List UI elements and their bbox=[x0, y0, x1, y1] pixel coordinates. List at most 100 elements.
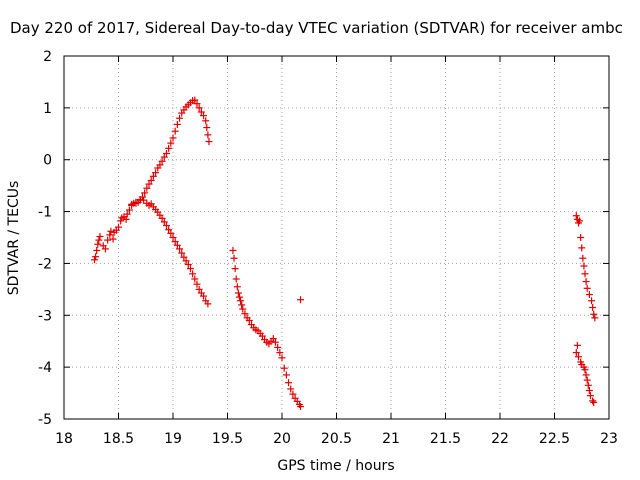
y-tick-label: -1 bbox=[38, 205, 52, 221]
data-point bbox=[106, 231, 114, 239]
data-point bbox=[173, 120, 181, 128]
y-tick-label: -4 bbox=[38, 360, 52, 376]
data-point bbox=[171, 238, 179, 246]
data-point bbox=[176, 245, 184, 253]
y-tick-label: -5 bbox=[38, 412, 52, 428]
data-point bbox=[195, 104, 203, 112]
series-isolated bbox=[297, 296, 305, 304]
data-point bbox=[276, 349, 284, 357]
data-point bbox=[241, 310, 249, 318]
data-point bbox=[573, 341, 581, 349]
data-point bbox=[104, 236, 112, 244]
x-tick-label: 21 bbox=[382, 431, 400, 447]
data-point bbox=[582, 278, 590, 286]
data-point bbox=[581, 270, 589, 278]
y-axis-title: SDTVAR / TECUs bbox=[6, 181, 22, 296]
data-point bbox=[582, 371, 590, 379]
series-arc-2-falling bbox=[128, 196, 212, 308]
data-point bbox=[94, 240, 102, 248]
data-point bbox=[576, 217, 584, 225]
x-axis-title: GPS time / hours bbox=[277, 458, 394, 474]
data-point bbox=[143, 184, 151, 192]
data-point bbox=[202, 117, 210, 125]
data-point bbox=[182, 257, 190, 265]
data-point bbox=[289, 390, 297, 398]
data-point bbox=[123, 210, 131, 218]
data-point bbox=[160, 218, 168, 226]
x-tick-label: 19.5 bbox=[212, 431, 243, 447]
data-point bbox=[574, 353, 582, 361]
data-point bbox=[165, 226, 173, 234]
data-point bbox=[107, 227, 115, 235]
data-point bbox=[285, 379, 293, 387]
data-point bbox=[204, 300, 212, 308]
data-point bbox=[128, 200, 136, 208]
y-tick-label: 1 bbox=[43, 101, 52, 117]
data-point bbox=[122, 215, 130, 223]
data-point bbox=[230, 254, 238, 262]
data-point bbox=[176, 114, 184, 122]
data-point bbox=[274, 343, 282, 351]
data-point bbox=[109, 235, 117, 243]
data-point bbox=[91, 256, 99, 264]
data-point bbox=[282, 371, 290, 379]
data-point bbox=[258, 332, 266, 340]
data-point bbox=[162, 222, 170, 230]
data-point bbox=[287, 385, 295, 393]
data-point bbox=[173, 241, 181, 249]
data-point bbox=[125, 206, 133, 214]
data-point bbox=[200, 112, 208, 120]
data-point bbox=[229, 246, 237, 254]
data-point bbox=[140, 196, 148, 204]
x-tick-label: 22 bbox=[491, 431, 509, 447]
data-point bbox=[165, 144, 173, 152]
data-point bbox=[589, 304, 597, 312]
x-tick-labels: 18 18.5 19 19.5 20 20.5 21 21.5 22 22.5 23 bbox=[55, 431, 618, 447]
data-point bbox=[280, 364, 288, 372]
data-point bbox=[586, 392, 594, 400]
y-tick-label: 2 bbox=[43, 49, 52, 65]
data-point bbox=[590, 398, 598, 406]
data-point bbox=[195, 285, 203, 293]
data-point bbox=[149, 172, 157, 180]
data-point bbox=[96, 232, 104, 240]
data-point bbox=[141, 189, 149, 197]
data-point bbox=[577, 234, 585, 241]
data-point bbox=[101, 245, 109, 253]
axis-ticks bbox=[63, 55, 610, 420]
data-point bbox=[193, 100, 201, 108]
data-point bbox=[269, 335, 277, 343]
data-point bbox=[572, 349, 580, 357]
y-tick-label: -3 bbox=[38, 308, 52, 324]
data-point bbox=[579, 254, 587, 262]
data-point bbox=[572, 212, 580, 220]
data-point bbox=[156, 161, 164, 169]
data-point bbox=[152, 169, 160, 177]
x-tick-label: 20 bbox=[273, 431, 291, 447]
grid bbox=[64, 56, 609, 419]
data-point bbox=[237, 297, 245, 305]
x-tick-label: 20.5 bbox=[321, 431, 352, 447]
x-tick-label: 19 bbox=[164, 431, 182, 447]
data-point bbox=[160, 153, 168, 161]
data-point bbox=[578, 244, 586, 252]
data-point bbox=[200, 292, 208, 300]
data-point bbox=[169, 134, 177, 142]
data-point bbox=[169, 234, 177, 241]
y-tick-label: -2 bbox=[38, 256, 52, 272]
data-point bbox=[585, 291, 593, 299]
y-tick-labels: 2 1 0 -1 -2 -3 -4 -5 bbox=[38, 49, 52, 428]
data-point bbox=[95, 236, 103, 244]
data-point bbox=[585, 386, 593, 394]
data-point bbox=[590, 310, 598, 318]
data-point bbox=[583, 284, 591, 292]
data-point bbox=[167, 139, 175, 147]
x-tick-label: 18 bbox=[55, 431, 73, 447]
data-point bbox=[232, 275, 240, 283]
data-point bbox=[297, 403, 305, 411]
data-point bbox=[204, 131, 212, 139]
data-point bbox=[171, 127, 179, 135]
data-point bbox=[580, 262, 588, 270]
data-point bbox=[145, 180, 153, 188]
